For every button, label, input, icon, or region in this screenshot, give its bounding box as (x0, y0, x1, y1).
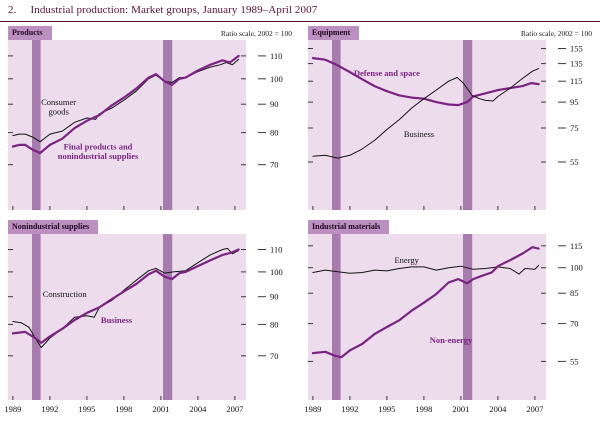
y-tick-label: 80 (270, 128, 279, 138)
series-label: Non-energy (430, 335, 473, 345)
x-tick-label: 2004 (189, 404, 207, 414)
panel-products: Products Ratio scale, 2002 = 100 70 80 90 1… (8, 26, 292, 210)
y-tick-label: 100 (270, 74, 283, 84)
panel-title-chip: Products (8, 26, 52, 40)
series-label: Business (101, 315, 133, 325)
series-line (11, 54, 240, 155)
title-rule (0, 21, 600, 22)
panel-header: Industrial materials (308, 220, 592, 234)
y-tick-label: 70 (570, 319, 579, 329)
y-tick-label: 155 (570, 44, 583, 54)
recession-band (463, 234, 473, 400)
x-tick-label: 1998 (115, 404, 132, 414)
x-tick-label: 2001 (152, 404, 169, 414)
x-tick-label: 2007 (526, 404, 543, 414)
y-tick-label: 90 (270, 292, 279, 302)
panel-industrial-materials: Industrial materials 55 70 85 100 115 1989 199… (304, 220, 592, 416)
y-tick-label: 95 (570, 97, 579, 107)
scale-note: Ratio scale, 2002 = 100 (520, 29, 592, 38)
series-line (312, 264, 540, 275)
y-tick-label: 70 (270, 160, 279, 170)
panel-equipment: Equipment Ratio scale, 2002 = 100 55 75 95… (308, 26, 592, 210)
y-tick-label: 110 (270, 51, 282, 61)
panel-header: Nonindustrial supplies (8, 220, 292, 234)
panel-header: Equipment Ratio scale, 2002 = 100 (308, 26, 592, 40)
panel-title-chip: Industrial materials (308, 220, 390, 234)
series-line (11, 248, 240, 344)
y-tick-label: 100 (270, 267, 283, 277)
recession-band (32, 40, 41, 210)
panel-title-chip: Equipment (308, 26, 360, 40)
series-line (311, 57, 540, 107)
panel-header: Products Ratio scale, 2002 = 100 (8, 26, 292, 40)
y-tick-label: 85 (570, 288, 579, 298)
x-tick-label: 1995 (78, 404, 95, 414)
chart-nonindustrial-supplies: 70 80 90 100 110 1989 1992 1995 1998 2001 2004 2007… (4, 234, 283, 414)
recession-band (332, 234, 341, 400)
x-tick-label: 2001 (452, 404, 469, 414)
recession-band (463, 40, 473, 210)
y-tick-label: 100 (570, 263, 583, 273)
y-tick-label: 55 (570, 356, 579, 366)
series-line (312, 68, 540, 159)
chart-products: 70 80 90 100 110 Consumer goods Final products … (8, 40, 283, 210)
figure-title: 2. Industrial production: Market groups, … (8, 4, 317, 16)
recession-band (332, 40, 341, 210)
x-tick-label: 1998 (415, 404, 432, 414)
recession-band (32, 234, 41, 400)
recession-band (163, 40, 173, 210)
x-tick-label: 2004 (489, 404, 507, 414)
series-label: Consumer goods (41, 97, 76, 117)
series-label: Defense and space (354, 68, 420, 78)
series-label: Energy (394, 255, 419, 265)
series-label: Final products and nonindustrial supplies (58, 141, 139, 161)
y-tick-label: 110 (270, 245, 282, 255)
scale-note: Ratio scale, 2002 = 100 (220, 29, 292, 38)
series-label: Business (404, 129, 434, 139)
y-tick-label: 115 (570, 76, 582, 86)
y-tick-label: 55 (570, 157, 579, 167)
recession-band (163, 234, 173, 400)
x-tick-label: 1989 (304, 404, 321, 414)
y-tick-label: 90 (270, 99, 279, 109)
figure-number: 2. (8, 4, 17, 16)
y-tick-label: 75 (570, 123, 579, 133)
figure-title-text: Industrial production: Market groups, Ja… (30, 4, 318, 16)
series-label: Construction (43, 289, 88, 299)
panel-nonindustrial-supplies: Nonindustrial supplies 70 80 90 100 110 1989 1… (4, 220, 292, 416)
series-line (12, 247, 240, 348)
x-tick-label: 1995 (378, 404, 395, 414)
y-tick-label: 80 (270, 319, 279, 329)
x-tick-label: 1989 (4, 404, 21, 414)
series-line (12, 58, 240, 143)
x-tick-label: 1992 (41, 404, 58, 414)
x-tick-label: 1992 (341, 404, 358, 414)
chart-equipment: 55 75 95 115 135 155 Defense and space Business (308, 40, 583, 210)
series-line (311, 246, 540, 359)
chart-industrial-materials: 55 70 85 100 115 1989 1992 1995 1998 2001 2004 2007… (304, 234, 583, 414)
plot-area (308, 40, 546, 210)
x-tick-label: 2007 (226, 404, 243, 414)
panel-title-chip: Nonindustrial supplies (8, 220, 99, 234)
y-tick-label: 70 (270, 351, 279, 361)
y-tick-label: 135 (570, 59, 583, 69)
y-tick-label: 115 (570, 241, 582, 251)
